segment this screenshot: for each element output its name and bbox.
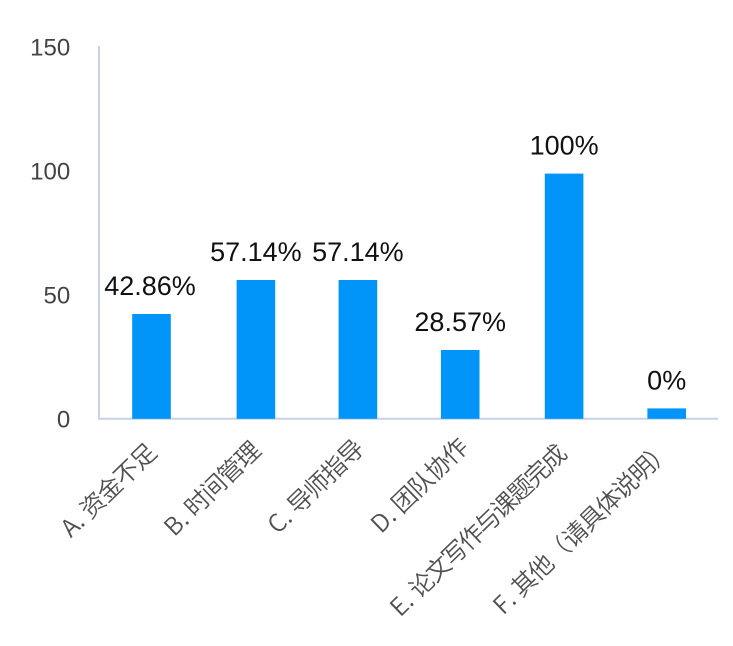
svg-text:0: 0: [57, 406, 70, 433]
svg-text:57.14%: 57.14%: [210, 237, 302, 267]
svg-text:42.86%: 42.86%: [104, 271, 196, 301]
svg-text:0%: 0%: [647, 365, 686, 395]
svg-text:50: 50: [43, 282, 70, 309]
svg-text:28.57%: 28.57%: [414, 307, 506, 337]
svg-text:100: 100: [30, 158, 70, 185]
svg-text:57.14%: 57.14%: [312, 237, 404, 267]
svg-text:100%: 100%: [530, 131, 599, 161]
svg-text:150: 150: [30, 34, 70, 61]
